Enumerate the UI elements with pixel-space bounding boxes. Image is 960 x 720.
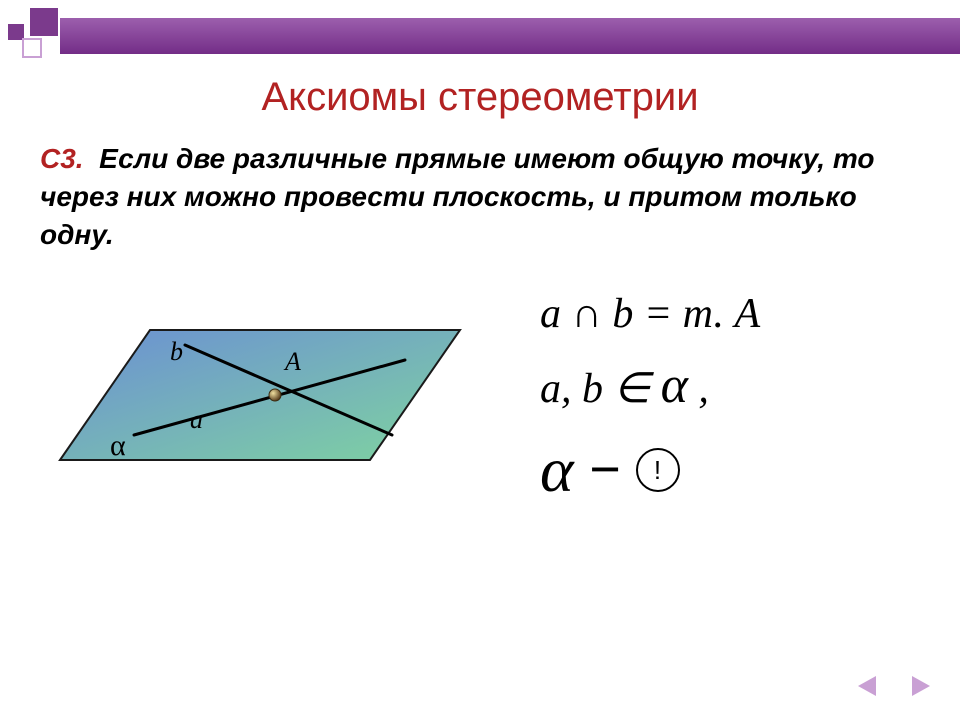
next-button[interactable]	[904, 670, 936, 702]
intersection-point	[269, 389, 281, 401]
label-a: a	[190, 405, 203, 434]
triangle-right-icon	[906, 672, 934, 700]
math-line-3: α − !	[540, 433, 920, 507]
page-title: Аксиомы стереометрии	[0, 75, 960, 120]
label-alpha: α	[110, 429, 126, 462]
slide: Аксиомы стереометрии С3. Если две различ…	[0, 0, 960, 720]
axiom-label: С3.	[40, 143, 84, 174]
math-line3-alpha: α	[540, 433, 574, 507]
unique-symbol: !	[636, 448, 680, 492]
math-line3-dash: −	[588, 438, 622, 502]
plane-diagram: b A a α	[50, 300, 470, 500]
math-line-2: a, b ∈ α ,	[540, 356, 920, 415]
math-line-1: a ∩ b = т. A	[540, 290, 920, 338]
axiom-statement: С3. Если две различные прямые имеют общу…	[40, 140, 900, 253]
math-notation: a ∩ b = т. A a, b ∈ α , α − !	[540, 290, 920, 507]
math-line2-suffix: ,	[688, 366, 709, 412]
nav-buttons	[852, 670, 936, 702]
axiom-text-body: Если две различные прямые имеют общую то…	[40, 143, 874, 250]
label-b: b	[170, 337, 183, 366]
title-band	[60, 18, 960, 54]
triangle-left-icon	[854, 672, 882, 700]
math-line2-prefix: a, b ∈	[540, 366, 661, 412]
label-point-a: A	[283, 347, 301, 376]
corner-decoration	[8, 8, 68, 68]
prev-button[interactable]	[852, 670, 884, 702]
math-line2-alpha: α	[661, 357, 688, 414]
